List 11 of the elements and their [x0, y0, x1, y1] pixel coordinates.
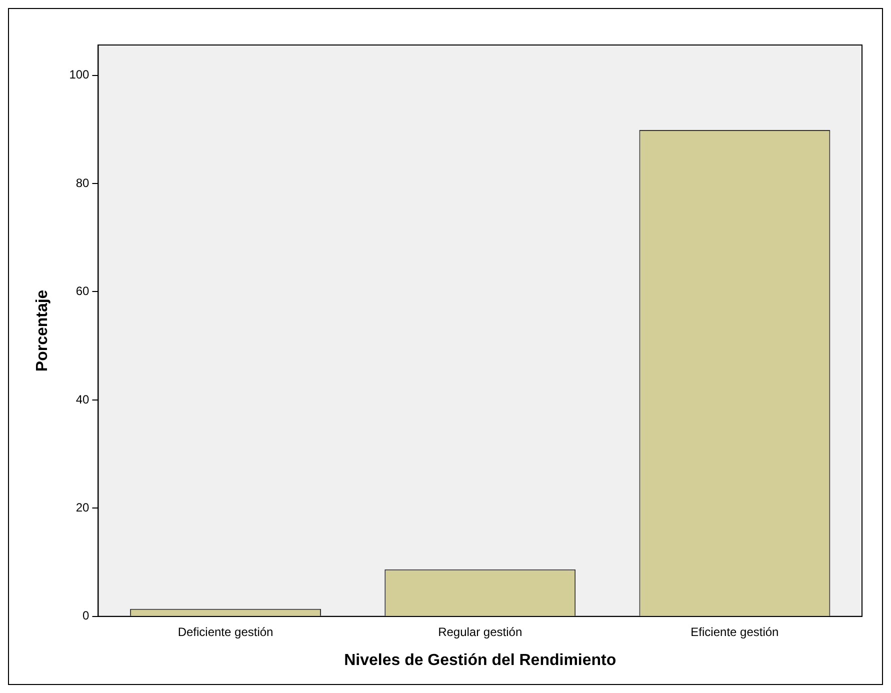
- y-tick-label: 100: [69, 68, 90, 82]
- x-tick-label: Eficiente gestión: [690, 624, 779, 639]
- y-tick-label: 60: [76, 284, 90, 298]
- y-tick-label: 20: [76, 500, 90, 514]
- y-tick-label: 0: [82, 608, 90, 623]
- x-tick-label: Deficiente gestión: [178, 624, 274, 639]
- y-axis-title: Porcentaje: [34, 290, 52, 372]
- y-tick-label: 80: [76, 176, 90, 190]
- y-tick-label: 40: [76, 392, 90, 406]
- x-tick-label: Regular gestión: [438, 624, 522, 639]
- x-axis-title: Niveles de Gestión del Rendimiento: [344, 652, 616, 669]
